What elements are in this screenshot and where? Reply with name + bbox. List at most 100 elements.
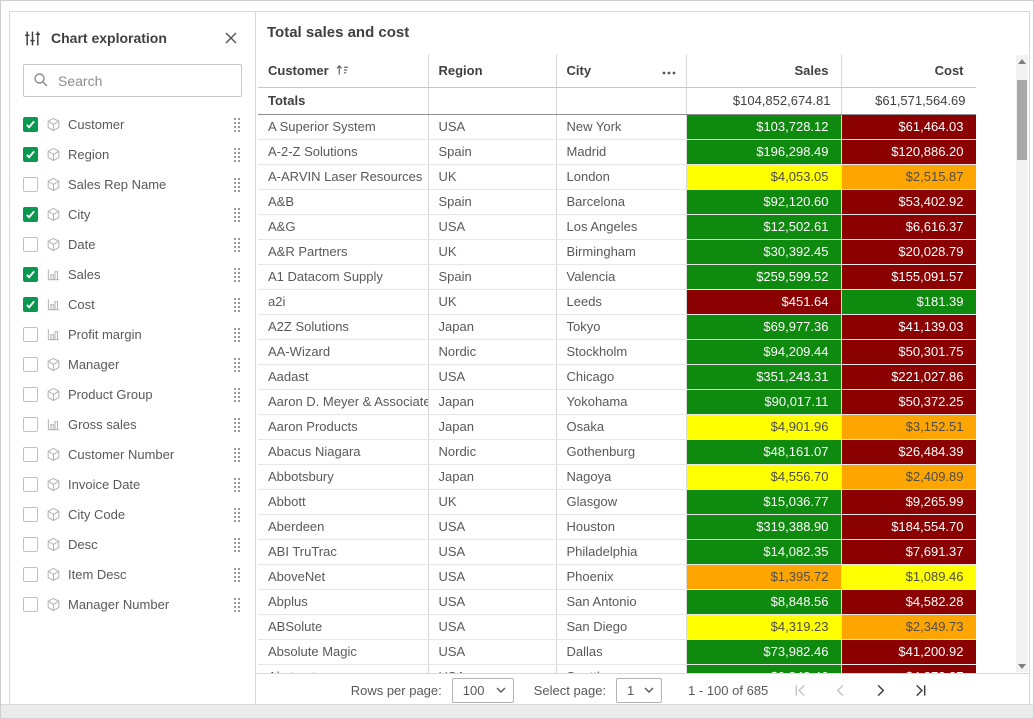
cost-cell[interactable]: $50,372.25	[841, 389, 976, 415]
cost-cell[interactable]: $41,200.92	[841, 639, 976, 665]
drag-handle-icon[interactable]	[231, 145, 243, 164]
cost-cell[interactable]: $221,027.86	[841, 364, 976, 390]
region-cell[interactable]: Japan	[428, 314, 557, 340]
field-item-sales-rep-name[interactable]: Sales Rep Name	[10, 169, 255, 199]
city-cell[interactable]: Stockholm	[556, 339, 687, 365]
select-page-select[interactable]: 1	[616, 677, 663, 703]
drag-handle-icon[interactable]	[231, 445, 243, 464]
field-item-region[interactable]: Region	[10, 139, 255, 169]
field-checkbox[interactable]	[23, 236, 38, 252]
customer-cell[interactable]: ABI TruTrac	[258, 539, 429, 565]
region-cell[interactable]: UK	[428, 164, 557, 190]
next-page-icon[interactable]	[872, 682, 888, 698]
region-cell[interactable]: USA	[428, 514, 557, 540]
sales-cell[interactable]: $451.64	[686, 289, 842, 315]
city-cell[interactable]: London	[556, 164, 687, 190]
cost-cell[interactable]: $3,152.51	[841, 414, 976, 440]
field-checkbox[interactable]	[23, 356, 38, 372]
city-cell[interactable]: San Diego	[556, 614, 687, 640]
city-cell[interactable]: Dallas	[556, 639, 687, 665]
city-cell[interactable]: New York	[556, 114, 687, 140]
region-cell[interactable]: UK	[428, 239, 557, 265]
customer-cell[interactable]: ABSolute	[258, 614, 429, 640]
customer-cell[interactable]: A&B	[258, 189, 429, 215]
field-item-customer-number[interactable]: Customer Number	[10, 439, 255, 469]
sales-cell[interactable]: $92,120.60	[686, 189, 842, 215]
customer-cell[interactable]: Aaron Products	[258, 414, 429, 440]
city-cell[interactable]: Nagoya	[556, 464, 687, 490]
cost-cell[interactable]: $53,402.92	[841, 189, 976, 215]
sales-cell[interactable]: $103,728.12	[686, 114, 842, 140]
column-header-sales[interactable]: Sales	[686, 54, 842, 88]
first-page-icon[interactable]	[792, 682, 808, 698]
field-checkbox[interactable]	[23, 296, 38, 312]
previous-page-icon[interactable]	[832, 682, 848, 698]
rows-per-page-select[interactable]: 100	[451, 677, 514, 703]
sales-cell[interactable]: $90,017.11	[686, 389, 842, 415]
field-checkbox[interactable]	[23, 116, 38, 132]
field-item-customer[interactable]: Customer	[10, 109, 255, 139]
customer-cell[interactable]: AboveNet	[258, 564, 429, 590]
sales-cell[interactable]: $259,599.52	[686, 264, 842, 290]
cost-cell[interactable]: $6,616.37	[841, 214, 976, 240]
customer-cell[interactable]: Aberdeen	[258, 514, 429, 540]
cost-cell[interactable]: $155,091.57	[841, 264, 976, 290]
drag-handle-icon[interactable]	[231, 175, 243, 194]
field-item-profit-margin[interactable]: Profit margin	[10, 319, 255, 349]
sales-cell[interactable]: $1,395.72	[686, 564, 842, 590]
drag-handle-icon[interactable]	[231, 415, 243, 434]
region-cell[interactable]: USA	[428, 114, 557, 140]
cost-cell[interactable]: $2,349.73	[841, 614, 976, 640]
cost-cell[interactable]: $120,886.20	[841, 139, 976, 165]
field-item-manager-number[interactable]: Manager Number	[10, 589, 255, 619]
city-cell[interactable]: Valencia	[556, 264, 687, 290]
cost-cell[interactable]: $181.39	[841, 289, 976, 315]
sales-cell[interactable]: $4,319.23	[686, 614, 842, 640]
cost-cell[interactable]: $184,554.70	[841, 514, 976, 540]
cost-cell[interactable]: $4,582.28	[841, 589, 976, 615]
column-menu-icon[interactable]	[662, 63, 676, 78]
city-cell[interactable]: Seattle	[556, 664, 687, 674]
field-item-sales[interactable]: Sales	[10, 259, 255, 289]
sales-cell[interactable]: $8,848.56	[686, 589, 842, 615]
field-item-city[interactable]: City	[10, 199, 255, 229]
field-checkbox[interactable]	[23, 326, 38, 342]
region-cell[interactable]: Spain	[428, 189, 557, 215]
last-page-icon[interactable]	[912, 682, 928, 698]
customer-cell[interactable]: A&G	[258, 214, 429, 240]
field-checkbox[interactable]	[23, 176, 38, 192]
sales-cell[interactable]: $30,392.45	[686, 239, 842, 265]
cost-cell[interactable]: $61,464.03	[841, 114, 976, 140]
city-cell[interactable]: Yokohama	[556, 389, 687, 415]
drag-handle-icon[interactable]	[231, 535, 243, 554]
sales-cell[interactable]: $12,502.61	[686, 214, 842, 240]
customer-cell[interactable]: a2i	[258, 289, 429, 315]
field-checkbox[interactable]	[23, 206, 38, 222]
drag-handle-icon[interactable]	[231, 595, 243, 614]
sales-cell[interactable]: $73,982.46	[686, 639, 842, 665]
customer-cell[interactable]: AA-Wizard	[258, 339, 429, 365]
customer-cell[interactable]: Abstract	[258, 664, 429, 674]
cost-cell[interactable]: $2,409.89	[841, 464, 976, 490]
city-cell[interactable]: Los Angeles	[556, 214, 687, 240]
cost-cell[interactable]: $20,028.79	[841, 239, 976, 265]
scroll-down-icon[interactable]	[1016, 660, 1028, 672]
field-checkbox[interactable]	[23, 476, 38, 492]
cost-cell[interactable]: $2,515.87	[841, 164, 976, 190]
scrollbar-thumb[interactable]	[1017, 80, 1027, 160]
region-cell[interactable]: Spain	[428, 139, 557, 165]
sales-cell[interactable]: $4,901.96	[686, 414, 842, 440]
customer-cell[interactable]: Abplus	[258, 589, 429, 615]
city-cell[interactable]: San Antonio	[556, 589, 687, 615]
city-cell[interactable]: Phoenix	[556, 564, 687, 590]
field-item-city-code[interactable]: City Code	[10, 499, 255, 529]
field-checkbox[interactable]	[23, 536, 38, 552]
drag-handle-icon[interactable]	[231, 295, 243, 314]
close-icon[interactable]	[221, 28, 241, 48]
region-cell[interactable]: USA	[428, 364, 557, 390]
drag-handle-icon[interactable]	[231, 385, 243, 404]
customer-cell[interactable]: Abbott	[258, 489, 429, 515]
customer-cell[interactable]: Absolute Magic	[258, 639, 429, 665]
sales-cell[interactable]: $14,082.35	[686, 539, 842, 565]
column-header-cost[interactable]: Cost	[841, 54, 976, 88]
